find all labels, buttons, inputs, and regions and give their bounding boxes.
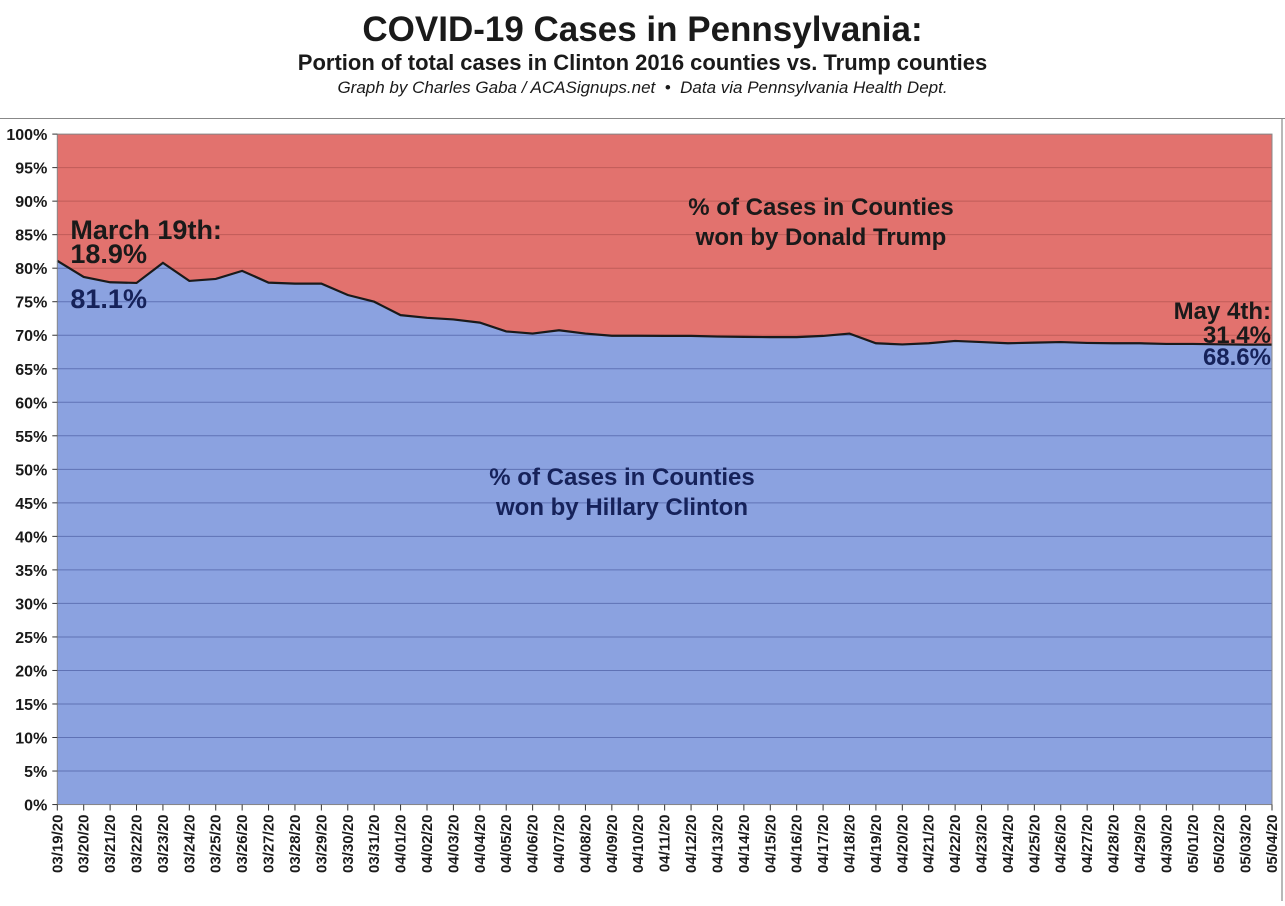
svg-text:04/27/20: 04/27/20 — [1079, 815, 1096, 873]
svg-text:03/24/20: 03/24/20 — [181, 815, 198, 873]
svg-text:% of Cases in Counties: % of Cases in Counties — [688, 194, 953, 221]
svg-text:04/30/20: 04/30/20 — [1158, 815, 1175, 873]
svg-text:90%: 90% — [15, 194, 47, 211]
svg-text:04/26/20: 04/26/20 — [1053, 815, 1070, 873]
svg-text:60%: 60% — [15, 395, 47, 412]
svg-text:75%: 75% — [15, 295, 47, 312]
svg-text:03/27/20: 03/27/20 — [261, 815, 278, 873]
svg-text:03/30/20: 03/30/20 — [340, 815, 357, 873]
svg-text:04/24/20: 04/24/20 — [1000, 815, 1017, 873]
svg-text:85%: 85% — [15, 228, 47, 245]
svg-text:5%: 5% — [24, 764, 47, 781]
svg-text:04/07/20: 04/07/20 — [551, 815, 568, 873]
svg-text:0%: 0% — [24, 798, 47, 815]
svg-text:05/04/20: 05/04/20 — [1264, 815, 1281, 873]
svg-text:05/03/20: 05/03/20 — [1238, 815, 1255, 873]
svg-text:80%: 80% — [15, 261, 47, 278]
svg-text:04/02/20: 04/02/20 — [419, 815, 436, 873]
svg-text:04/13/20: 04/13/20 — [709, 815, 726, 873]
svg-text:20%: 20% — [15, 663, 47, 680]
svg-text:68.6%: 68.6% — [1203, 344, 1271, 371]
svg-text:03/21/20: 03/21/20 — [102, 815, 119, 873]
svg-text:04/17/20: 04/17/20 — [815, 815, 832, 873]
svg-text:40%: 40% — [15, 529, 47, 546]
svg-text:04/11/20: 04/11/20 — [657, 815, 674, 873]
svg-text:10%: 10% — [15, 731, 47, 748]
svg-text:04/25/20: 04/25/20 — [1026, 815, 1043, 873]
svg-text:55%: 55% — [15, 429, 47, 446]
svg-text:04/29/20: 04/29/20 — [1132, 815, 1149, 873]
svg-text:04/03/20: 04/03/20 — [445, 815, 462, 873]
svg-text:04/01/20: 04/01/20 — [393, 815, 410, 873]
svg-text:04/15/20: 04/15/20 — [762, 815, 779, 873]
svg-text:won by Donald Trump: won by Donald Trump — [695, 224, 947, 251]
svg-text:65%: 65% — [15, 362, 47, 379]
svg-text:25%: 25% — [15, 630, 47, 647]
svg-text:45%: 45% — [15, 496, 47, 513]
svg-text:04/14/20: 04/14/20 — [736, 815, 753, 873]
svg-text:04/04/20: 04/04/20 — [472, 815, 489, 873]
svg-text:03/19/20: 03/19/20 — [49, 815, 66, 873]
svg-text:81.1%: 81.1% — [70, 284, 147, 314]
svg-text:04/08/20: 04/08/20 — [577, 815, 594, 873]
svg-text:03/22/20: 03/22/20 — [129, 815, 146, 873]
svg-text:% of Cases in Counties: % of Cases in Counties — [489, 464, 754, 491]
svg-text:May 4th:: May 4th: — [1174, 298, 1271, 325]
svg-text:05/01/20: 05/01/20 — [1185, 815, 1202, 873]
svg-text:04/19/20: 04/19/20 — [868, 815, 885, 873]
svg-text:04/20/20: 04/20/20 — [894, 815, 911, 873]
svg-text:04/06/20: 04/06/20 — [525, 815, 542, 873]
svg-text:04/18/20: 04/18/20 — [842, 815, 859, 873]
svg-text:04/16/20: 04/16/20 — [789, 815, 806, 873]
svg-text:04/10/20: 04/10/20 — [630, 815, 647, 873]
svg-text:03/26/20: 03/26/20 — [234, 815, 251, 873]
svg-text:03/25/20: 03/25/20 — [208, 815, 225, 873]
svg-text:95%: 95% — [15, 161, 47, 178]
svg-text:03/23/20: 03/23/20 — [155, 815, 172, 873]
svg-text:04/21/20: 04/21/20 — [921, 815, 938, 873]
svg-text:35%: 35% — [15, 563, 47, 580]
svg-text:18.9%: 18.9% — [70, 239, 147, 269]
svg-text:50%: 50% — [15, 462, 47, 479]
svg-text:04/05/20: 04/05/20 — [498, 815, 515, 873]
svg-text:won by Hillary Clinton: won by Hillary Clinton — [495, 494, 748, 521]
svg-text:70%: 70% — [15, 328, 47, 345]
svg-text:15%: 15% — [15, 697, 47, 714]
svg-text:100%: 100% — [6, 127, 47, 144]
svg-text:03/20/20: 03/20/20 — [76, 815, 93, 873]
svg-text:03/28/20: 03/28/20 — [287, 815, 304, 873]
svg-text:03/31/20: 03/31/20 — [366, 815, 383, 873]
svg-text:04/09/20: 04/09/20 — [604, 815, 621, 873]
svg-text:04/28/20: 04/28/20 — [1106, 815, 1123, 873]
svg-text:03/29/20: 03/29/20 — [313, 815, 330, 873]
svg-text:04/12/20: 04/12/20 — [683, 815, 700, 873]
svg-text:05/02/20: 05/02/20 — [1211, 815, 1228, 873]
svg-text:04/23/20: 04/23/20 — [974, 815, 991, 873]
svg-text:30%: 30% — [15, 596, 47, 613]
svg-text:04/22/20: 04/22/20 — [947, 815, 964, 873]
